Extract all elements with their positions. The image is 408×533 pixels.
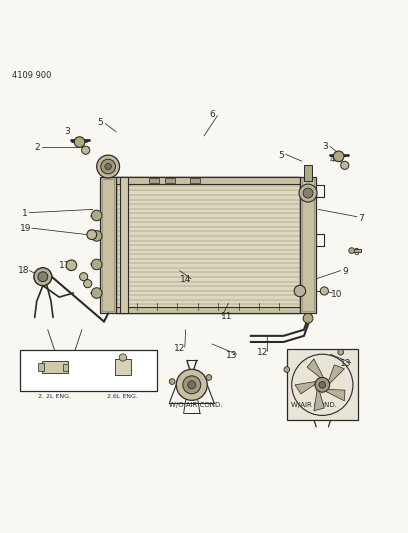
Text: 7: 7: [358, 214, 364, 223]
Circle shape: [319, 382, 326, 388]
Bar: [353, 249, 361, 252]
Bar: [149, 179, 159, 183]
Bar: [116, 177, 300, 184]
Circle shape: [74, 137, 85, 147]
Circle shape: [333, 151, 344, 161]
Bar: [116, 177, 300, 313]
Circle shape: [303, 313, 313, 323]
Circle shape: [66, 260, 77, 271]
Circle shape: [101, 159, 115, 174]
Bar: [165, 179, 175, 183]
Text: 12: 12: [174, 344, 185, 353]
Circle shape: [38, 272, 48, 281]
Text: 11: 11: [221, 312, 232, 321]
Circle shape: [119, 354, 126, 361]
Polygon shape: [314, 389, 324, 411]
Text: W/AIR COND.: W/AIR COND.: [291, 402, 337, 408]
Bar: [20, 350, 157, 391]
Circle shape: [105, 163, 111, 170]
Text: 6: 6: [209, 110, 215, 119]
Bar: [100, 177, 116, 313]
Text: 4: 4: [73, 137, 78, 146]
Text: 13: 13: [226, 351, 237, 360]
Circle shape: [349, 248, 355, 254]
Circle shape: [206, 375, 212, 381]
Circle shape: [183, 376, 201, 394]
Circle shape: [82, 146, 90, 154]
Circle shape: [91, 210, 102, 221]
Circle shape: [91, 259, 102, 270]
Text: 8: 8: [353, 248, 359, 257]
Circle shape: [299, 184, 317, 202]
Bar: [42, 361, 68, 374]
Bar: [300, 177, 316, 313]
Text: 5: 5: [97, 118, 103, 127]
Circle shape: [341, 161, 349, 169]
Circle shape: [315, 377, 330, 392]
Bar: [116, 308, 300, 313]
Bar: [302, 179, 314, 311]
Polygon shape: [295, 381, 317, 394]
Circle shape: [84, 279, 92, 288]
Text: 4109 900: 4109 900: [12, 71, 52, 80]
Circle shape: [176, 369, 207, 400]
Bar: [304, 165, 312, 181]
Text: 3: 3: [322, 142, 328, 151]
Circle shape: [80, 272, 88, 281]
Bar: [120, 177, 128, 313]
Bar: [115, 359, 131, 375]
Circle shape: [169, 379, 175, 384]
Circle shape: [188, 381, 196, 389]
Polygon shape: [324, 390, 345, 401]
Text: 15: 15: [118, 382, 128, 391]
Circle shape: [320, 287, 328, 295]
Text: 4: 4: [330, 155, 335, 164]
Text: 3: 3: [64, 126, 70, 135]
Bar: [38, 363, 44, 372]
Text: 2. 2L ENG.: 2. 2L ENG.: [38, 394, 71, 399]
Bar: [190, 179, 200, 183]
Polygon shape: [328, 365, 344, 385]
Text: 19: 19: [20, 224, 31, 233]
Text: 13: 13: [340, 359, 352, 368]
Text: 1: 1: [22, 209, 27, 218]
Text: W/O AIR COND.: W/O AIR COND.: [169, 402, 223, 408]
Bar: [287, 349, 358, 421]
Text: 17: 17: [59, 261, 70, 270]
Text: 14: 14: [180, 275, 191, 284]
Bar: [103, 166, 113, 177]
Polygon shape: [307, 359, 324, 379]
Text: 9: 9: [342, 267, 348, 276]
Circle shape: [97, 155, 120, 178]
Text: 2: 2: [34, 143, 40, 152]
Text: 18: 18: [18, 266, 29, 275]
Circle shape: [91, 288, 102, 298]
Bar: [63, 364, 68, 370]
Circle shape: [284, 367, 290, 373]
Text: 12: 12: [257, 348, 268, 357]
Bar: [102, 179, 114, 311]
Text: 5: 5: [278, 151, 284, 159]
Text: 2.6L ENG.: 2.6L ENG.: [107, 394, 138, 399]
Text: 10: 10: [331, 290, 342, 298]
Circle shape: [338, 349, 344, 355]
Text: 16: 16: [49, 382, 60, 391]
Circle shape: [87, 230, 97, 239]
Circle shape: [303, 188, 313, 198]
Circle shape: [294, 285, 306, 297]
Circle shape: [34, 268, 52, 286]
Circle shape: [91, 231, 102, 241]
